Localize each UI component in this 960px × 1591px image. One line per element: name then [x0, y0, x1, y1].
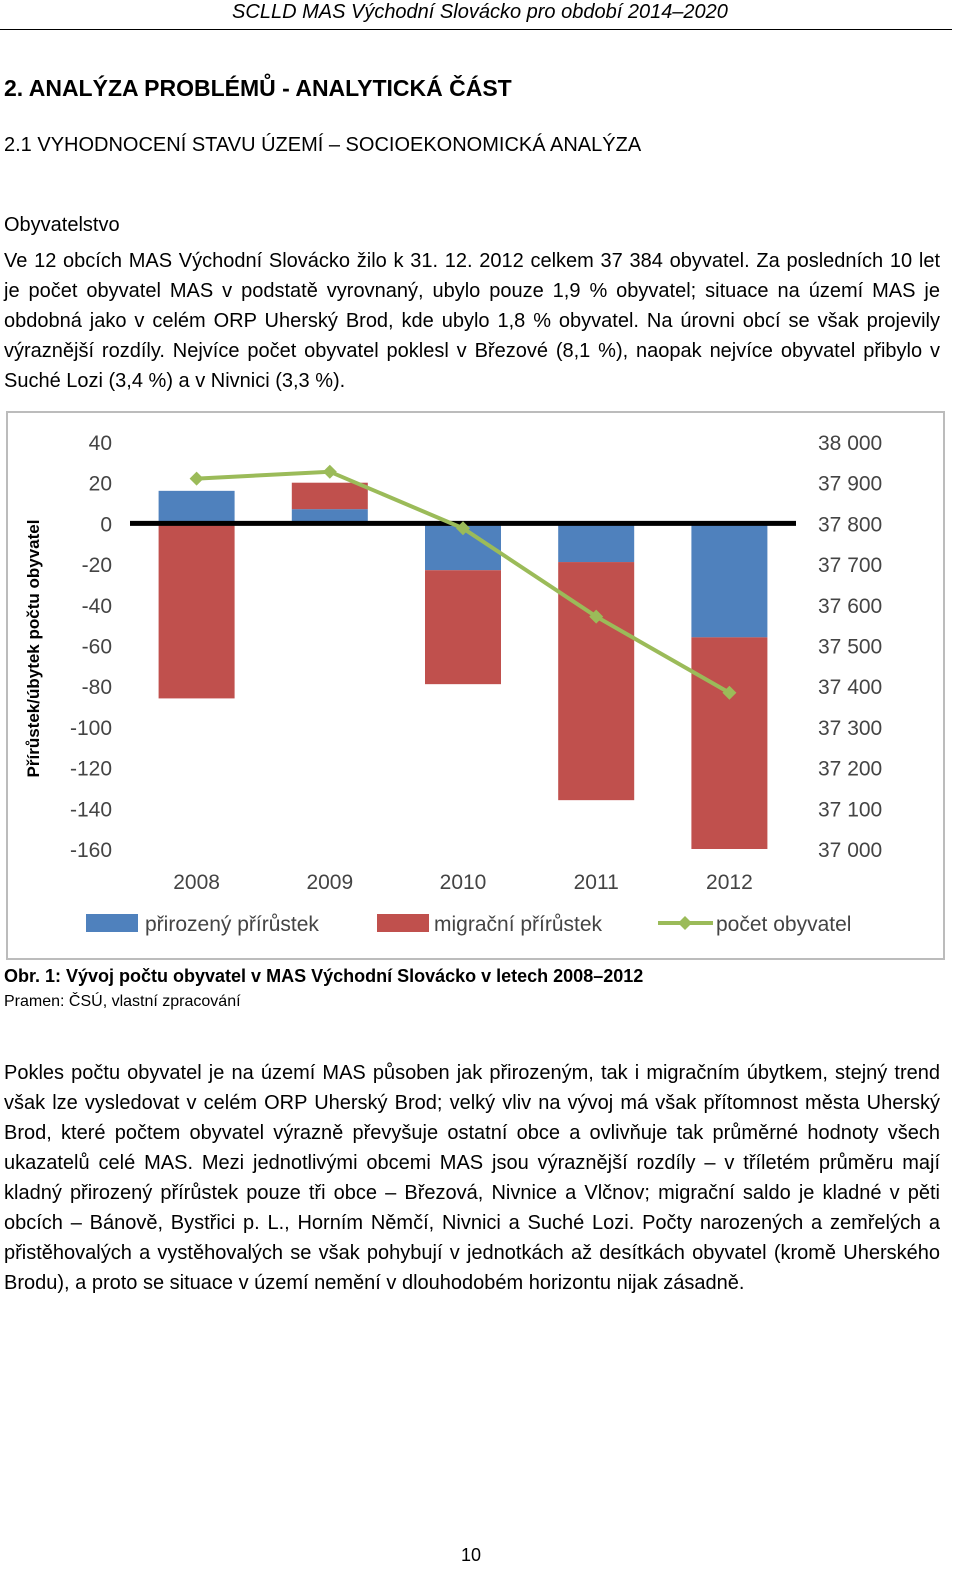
y2-tick-label: 37 100 — [818, 798, 882, 821]
population-point-2012 — [722, 685, 737, 700]
legend-swatch-natural — [86, 914, 138, 932]
y-tick-label: 40 — [89, 432, 112, 455]
page-number: 10 — [460, 1545, 482, 1565]
y2-tick-label: 37 500 — [818, 636, 882, 659]
migration-increase-bar-2009 — [291, 482, 368, 510]
y2-tick-label: 37 800 — [818, 513, 882, 536]
y-tick-label: -20 — [82, 554, 112, 577]
chart-canvas: 40 20 0 -20 -40 -60 -80 -100 -120 -140 -160 38 000 3… — [24, 432, 882, 936]
x-tick-label: 2012 — [706, 871, 753, 894]
y-tick-label: -40 — [82, 595, 112, 618]
population-point-2008 — [189, 471, 204, 486]
y2-tick-label: 37 300 — [818, 717, 882, 740]
population-point-2011 — [589, 609, 604, 624]
natural-increase-bar-2008 — [158, 490, 235, 524]
y-tick-label: -60 — [82, 636, 112, 659]
figure-source: Pramen: ČSÚ, vlastní zpracování — [4, 993, 241, 1010]
y2-tick-label: 38 000 — [818, 432, 882, 455]
legend-label-migration: migrační přírůstek — [434, 913, 603, 936]
y-axis-title: Přírůstek/úbytek počtu obyvatel — [24, 520, 43, 778]
section-heading: 2. ANALÝZA PROBLÉMŮ - ANALYTICKÁ ČÁST — [4, 75, 512, 101]
analysis-paragraph: Pokles počtu obyvatel je na území MAS pů… — [4, 1062, 940, 1294]
subsection-heading: 2.1 VYHODNOCENÍ STAVU ÚZEMÍ – SOCIOEKONO… — [4, 134, 642, 156]
population-point-2010 — [456, 521, 470, 536]
header-rule — [0, 29, 952, 30]
natural-increase-bar-2012 — [691, 523, 768, 638]
legend-marker-population — [678, 916, 692, 930]
legend-label-natural: přirozený přírůstek — [145, 913, 319, 936]
migration-increase-bar-2010 — [425, 570, 501, 685]
topic-heading: Obyvatelstvo — [4, 214, 120, 236]
migration-increase-bar-2012 — [691, 637, 768, 849]
x-tick-label: 2009 — [306, 871, 353, 894]
population-chart: 40 20 0 -20 -40 -60 -80 -100 -120 -140 -160 38 000 3… — [6, 411, 945, 960]
running-header: SCLLD MAS Východní Slovácko pro období 2… — [232, 1, 728, 23]
y-tick-label: -80 — [82, 676, 112, 699]
y-tick-label: -140 — [70, 798, 112, 821]
x-tick-label: 2011 — [574, 871, 619, 894]
y-tick-label: -120 — [70, 758, 112, 781]
y2-tick-label: 37 000 — [818, 839, 882, 862]
intro-paragraph: Ve 12 obcích MAS Východní Slovácko žilo … — [4, 250, 940, 392]
figure-caption: Obr. 1: Vývoj počtu obyvatel v MAS Výcho… — [4, 966, 644, 986]
population-point-2009 — [322, 464, 337, 479]
x-tick-label: 2010 — [440, 871, 487, 894]
y-tick-label: 20 — [89, 473, 112, 496]
legend-label-population: počet obyvatel — [716, 913, 851, 936]
y2-tick-label: 37 700 — [818, 554, 882, 577]
x-tick-label: 2008 — [173, 871, 220, 894]
y2-tick-label: 37 600 — [818, 595, 882, 618]
y2-tick-label: 37 900 — [818, 473, 882, 496]
y2-tick-label: 37 400 — [818, 676, 882, 699]
y2-tick-label: 37 200 — [818, 758, 882, 781]
y-tick-label: 0 — [100, 513, 112, 536]
y-tick-label: -100 — [70, 717, 112, 740]
y-tick-label: -160 — [70, 839, 112, 862]
natural-increase-bar-2009 — [291, 509, 368, 524]
migration-increase-bar-2008 — [158, 523, 235, 699]
natural-increase-bar-2011 — [558, 523, 635, 563]
legend-swatch-migration — [377, 914, 429, 932]
